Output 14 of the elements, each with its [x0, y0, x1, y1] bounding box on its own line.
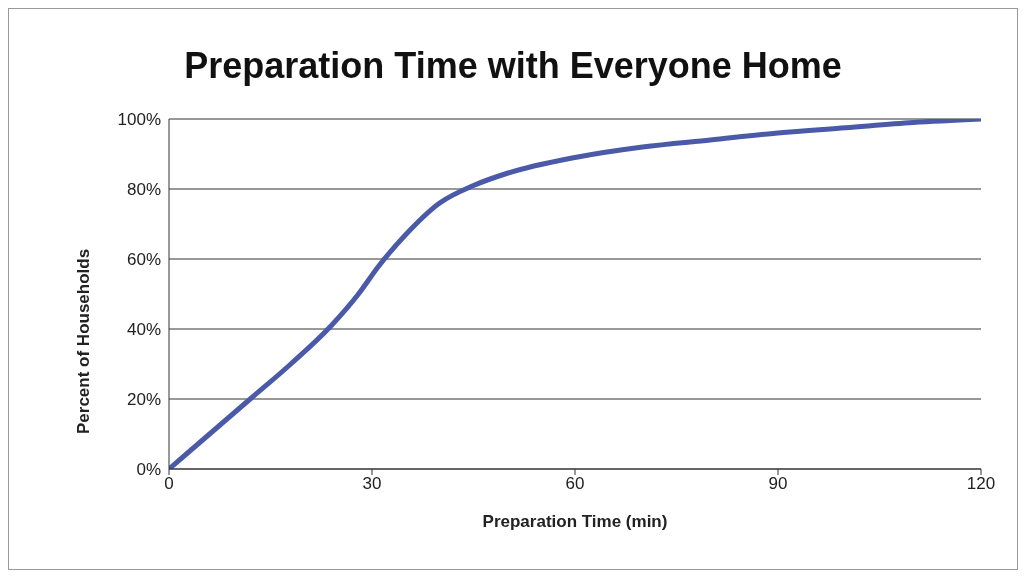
y-axis-title: Percent of Households: [74, 248, 94, 434]
y-tick-label: 60%: [126, 250, 161, 270]
x-axis-title: Preparation Time (min): [482, 512, 668, 531]
x-tick-label: 0: [164, 474, 174, 494]
y-tick-label: 20%: [126, 390, 161, 410]
x-tick-label: 60: [565, 474, 585, 494]
y-tick-label: 0%: [136, 460, 161, 480]
y-tick-label: 40%: [126, 320, 161, 340]
chart-title: Preparation Time with Everyone Home: [183, 45, 843, 87]
y-tick-label: 100%: [117, 110, 161, 130]
y-tick-label: 80%: [126, 180, 161, 200]
x-tick-label: 30: [362, 474, 382, 494]
x-tick-label: 90: [768, 474, 788, 494]
x-tick-label: 120: [966, 474, 996, 494]
